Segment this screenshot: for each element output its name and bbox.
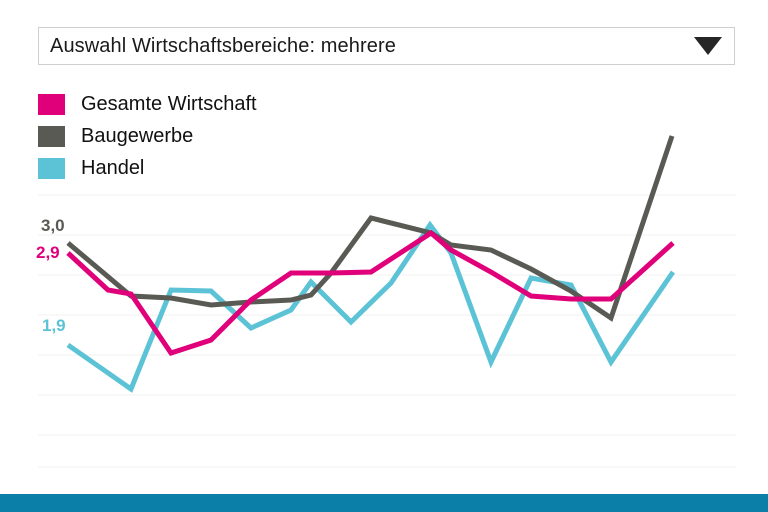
series-line-baugewerbe [66,135,675,322]
chart-gridlines [38,194,736,468]
data-label-handel: 1,9 [42,316,66,335]
dropdown-selected-value: Auswahl Wirtschaftsbereiche: mehrere [50,34,396,57]
chart-legend: Gesamte Wirtschaft Baugewerbe Handel [38,92,257,180]
data-label-baugewerbe: 3,0 [41,216,65,235]
legend-item-gesamte-wirtschaft[interactable]: Gesamte Wirtschaft [38,92,257,116]
legend-swatch-icon [38,125,65,147]
legend-item-label: Gesamte Wirtschaft [81,92,257,115]
legend-item-label: Baugewerbe [81,124,194,147]
chevron-down-icon [694,37,722,55]
chart-series-group [66,135,676,393]
legend-item-handel[interactable]: Handel [38,156,257,180]
series-line-gesamte-wirtschaft [66,229,675,356]
dropdown-toggle[interactable] [682,28,734,64]
series-line-handel [66,220,676,393]
legend-swatch-icon [38,157,65,179]
legend-item-label: Handel [81,156,145,179]
wirtschaftsbereiche-dropdown[interactable]: Auswahl Wirtschaftsbereiche: mehrere [38,27,735,65]
bottom-accent-bar [0,494,768,512]
legend-item-baugewerbe[interactable]: Baugewerbe [38,124,257,148]
data-label-gesamte-wirtschaft: 2,9 [36,243,60,262]
legend-swatch-icon [38,93,65,115]
